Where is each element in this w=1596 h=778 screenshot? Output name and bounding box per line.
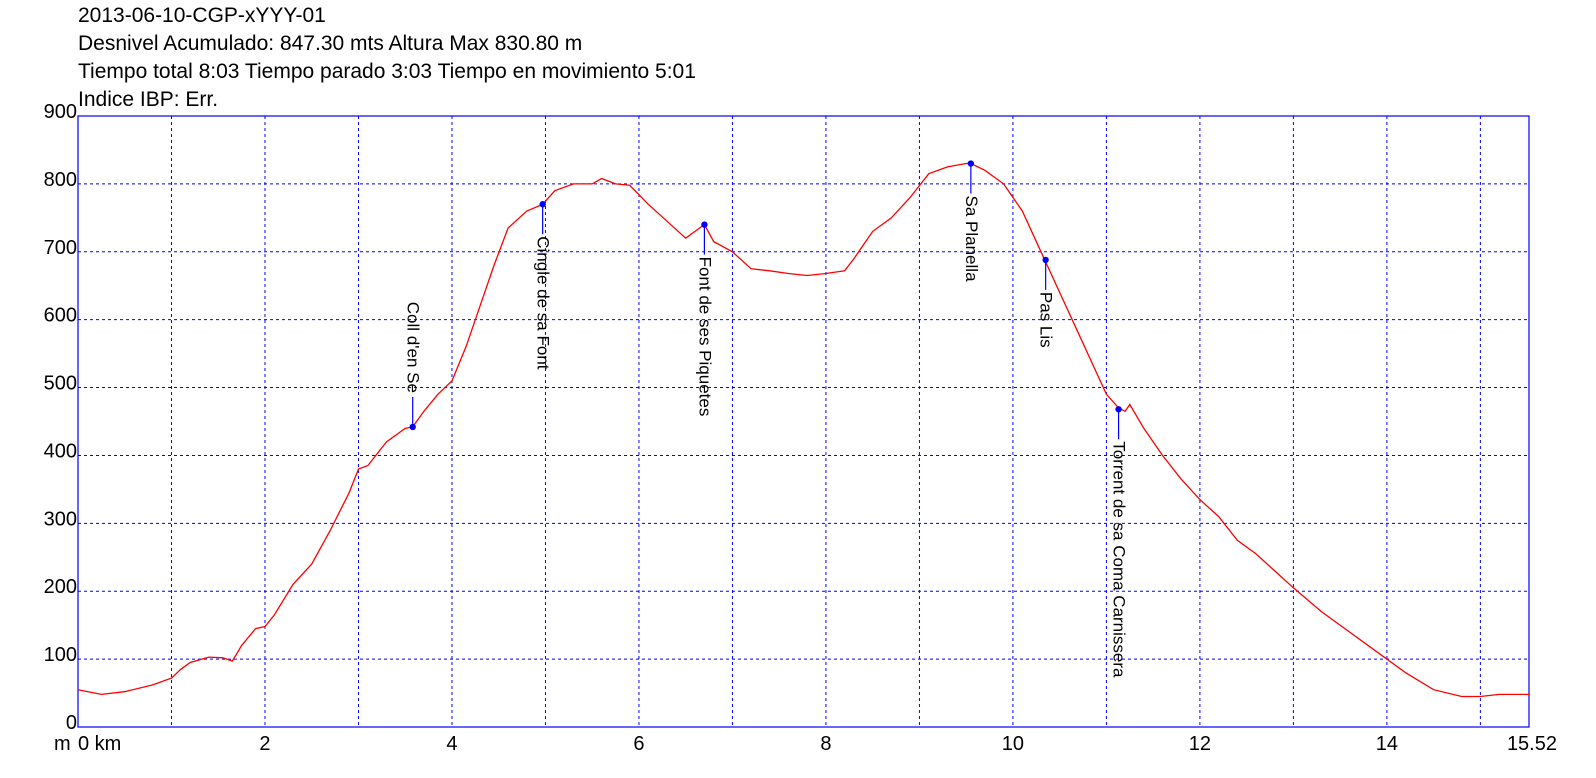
waypoint-label: Cingle de sa Font (534, 236, 553, 370)
y-tick-label: 0 (66, 712, 77, 734)
waypoint-marker: Coll d'en Se (404, 302, 423, 431)
waypoint-dot (409, 423, 416, 431)
y-tick-label: 100 (44, 644, 77, 666)
waypoint-dot (1115, 406, 1122, 413)
time-summary: Tiempo total 8:03 Tiempo parado 3:03 Tie… (78, 60, 696, 83)
waypoint-label: Pas Lis (1037, 292, 1056, 348)
x-tick-label: 8 (820, 733, 831, 755)
waypoint-marker: Pas Lis (1037, 256, 1056, 348)
grid (78, 116, 1529, 727)
y-tick-label: 400 (44, 440, 77, 462)
x-tick-label: 12 (1189, 733, 1211, 755)
axis-ticks: 0 100 200 300 400 500 600 700 800 900 m 0 km 2 4 6 8 10 1… (44, 101, 1557, 755)
y-tick-label: 800 (44, 169, 77, 191)
y-tick-label: 200 (44, 576, 77, 598)
waypoint-dot (701, 221, 708, 228)
track-title: 2013-06-10-CGP-xYYY-01 (78, 4, 326, 27)
waypoint-label: Torrent de sa Coma Carnissera (1110, 441, 1129, 678)
y-tick-label: 900 (44, 101, 77, 123)
plot-frame (77, 115, 1530, 728)
y-unit-label: m (54, 733, 71, 755)
x-tick-label: 15.52 (1507, 733, 1557, 755)
x-tick-label: 0 km (78, 733, 121, 755)
waypoint-dot (539, 201, 546, 208)
y-tick-label: 700 (44, 237, 77, 259)
y-tick-label: 300 (44, 508, 77, 530)
elevation-summary: Desnivel Acumulado: 847.30 mts Altura Ma… (78, 32, 583, 55)
ibp-index: Indice IBP: Err. (78, 88, 219, 111)
x-tick-label: 10 (1002, 733, 1024, 755)
elevation-line (77, 162, 1529, 698)
x-tick-label: 4 (446, 733, 457, 755)
waypoint-label: Font de ses Piquetes (695, 257, 714, 417)
x-tick-label: 6 (633, 733, 644, 755)
waypoint-label: Sa Planella (962, 196, 981, 283)
waypoint-dot (1042, 256, 1049, 264)
x-tick-label: 14 (1376, 733, 1398, 755)
chart-header: 2013-06-10-CGP-xYYY-01 Desnivel Acumulad… (78, 2, 696, 114)
waypoint-marker: Font de ses Piquetes (695, 221, 714, 416)
y-tick-label: 500 (44, 373, 77, 395)
x-tick-label: 2 (259, 733, 270, 755)
y-tick-label: 600 (44, 305, 77, 327)
waypoints: Coll d'en Se Cingle de sa Font Font de ses… (404, 160, 1129, 678)
waypoint-marker: Cingle de sa Font (534, 201, 553, 370)
waypoint-dot (967, 160, 975, 167)
waypoint-marker: Sa Planella (962, 160, 981, 282)
waypoint-label: Coll d'en Se (404, 302, 423, 393)
waypoint-marker: Torrent de sa Coma Carnissera (1110, 406, 1129, 678)
